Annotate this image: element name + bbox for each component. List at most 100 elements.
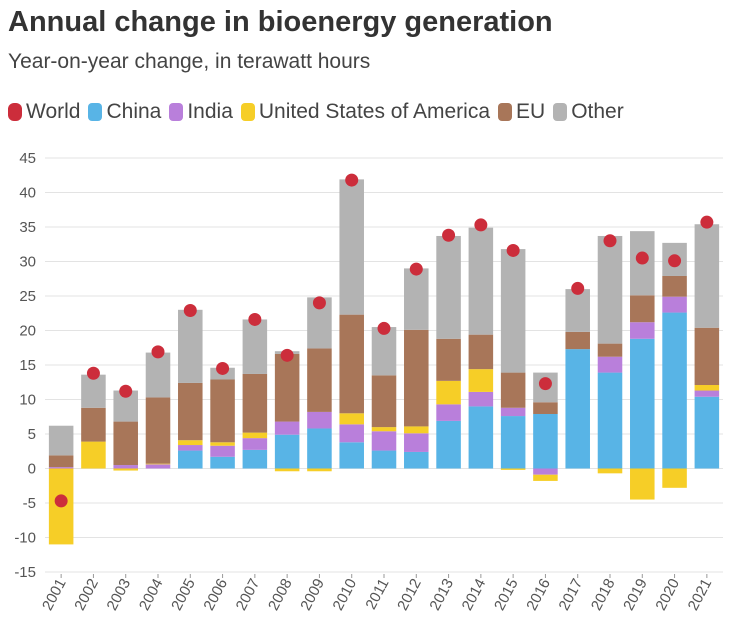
bar-segment-eu	[48, 455, 74, 468]
x-tick-label: 2008	[265, 576, 296, 613]
bar-segment-india	[48, 467, 74, 469]
x-tick-label: 2016	[523, 576, 554, 613]
bar-segment-india	[694, 390, 720, 397]
world-point	[183, 303, 197, 317]
bar-segment-eu	[339, 314, 364, 414]
bar-segment-china	[468, 406, 494, 469]
y-tick-label: 15	[19, 357, 36, 374]
bar-segment-eu	[404, 329, 429, 427]
bar-segment-other	[436, 235, 461, 339]
bar-segment-eu	[565, 331, 590, 350]
legend-item-other: Other	[553, 100, 624, 124]
bar-segment-united-states-of-america	[307, 468, 332, 472]
bar-segment-united-states-of-america	[662, 468, 687, 488]
x-tick-label: 2012	[394, 576, 425, 613]
bar-segment-china	[371, 450, 397, 469]
bar-segment-eu	[630, 295, 655, 323]
bar-segment-other	[404, 268, 429, 330]
x-tick-label: 2004	[136, 576, 167, 613]
bar-segment-china	[533, 413, 558, 469]
chart-subtitle: Year-on-year change, in terawatt hours	[8, 50, 371, 73]
legend-item-china: China	[88, 100, 161, 124]
bar-segment-china	[436, 420, 461, 469]
bar-segment-india	[371, 431, 397, 451]
x-tick-label: 2013	[426, 576, 457, 613]
y-tick-label: 45	[19, 150, 36, 167]
world-point	[506, 243, 520, 257]
bar-segment-other	[145, 352, 171, 398]
y-tick-label: 0	[28, 461, 36, 478]
world-point	[377, 321, 391, 335]
legend-label-other: Other	[571, 100, 624, 123]
x-tick-label: 2007	[233, 576, 264, 613]
world-point	[312, 296, 326, 310]
bar-segment-india	[597, 356, 623, 373]
x-tick-label: 2005	[168, 576, 199, 613]
bar-segment-india	[145, 464, 171, 469]
legend-swatch-eu	[498, 103, 513, 121]
world-point	[442, 228, 456, 242]
bar-segment-china	[274, 434, 300, 469]
bar-segment-other	[597, 235, 623, 344]
bar-segment-india	[178, 445, 203, 451]
bar-segment-india	[533, 468, 558, 475]
bar-segment-other	[81, 374, 106, 408]
legend-item-usa: United States of America	[240, 100, 491, 124]
bar-segment-united-states-of-america	[242, 432, 268, 439]
world-point	[86, 366, 100, 380]
legend-label-usa: United States of America	[258, 100, 491, 123]
bar-segment-china	[694, 396, 720, 469]
y-tick-label: 25	[19, 288, 36, 305]
bar-segment-india	[274, 421, 300, 435]
legend-swatch-other	[553, 103, 568, 121]
bar-segment-india	[339, 424, 364, 443]
bar-segment-eu	[694, 327, 720, 386]
bar-segment-china	[242, 449, 268, 469]
bar-segment-india	[307, 411, 332, 429]
bar-segment-eu	[307, 348, 332, 412]
bar-segment-india	[500, 407, 526, 417]
world-point	[700, 215, 714, 229]
bar-segment-united-states-of-america	[81, 441, 106, 469]
bar-segment-other	[694, 224, 720, 328]
x-tick-label: 2015	[491, 576, 522, 613]
bar-segment-other	[468, 227, 494, 335]
bar-segment-eu	[468, 334, 494, 370]
bar-segment-china	[404, 451, 429, 469]
bar-segment-united-states-of-america	[113, 468, 138, 471]
world-point	[409, 262, 423, 276]
y-tick-label: 40	[19, 185, 36, 202]
bar-segment-india	[662, 296, 687, 313]
world-point	[345, 173, 359, 187]
x-tick-label: 2021	[685, 576, 716, 613]
y-tick-label: 10	[19, 392, 36, 409]
bar-segment-china	[339, 442, 364, 469]
bar-segment-other	[178, 309, 203, 383]
bar-segment-eu	[178, 382, 203, 441]
bar-segment-other	[339, 179, 364, 315]
bar-segment-eu	[242, 373, 268, 433]
x-tick-label: 2011	[362, 576, 392, 612]
bar-segment-eu	[210, 379, 235, 443]
legend-label-world: World	[26, 100, 81, 123]
bar-segment-united-states-of-america	[630, 468, 655, 500]
bar-segment-india	[242, 438, 268, 450]
y-tick-label: -15	[14, 564, 36, 581]
bar-segment-united-states-of-america	[694, 385, 720, 391]
y-tick-label: 20	[19, 323, 36, 340]
bar-segment-india	[630, 322, 655, 339]
bar-segment-china	[500, 416, 526, 469]
chart-title: Annual change in bioenergy generation	[8, 6, 553, 38]
bar-segment-other	[500, 249, 526, 373]
legend-label-china: China	[106, 100, 162, 123]
bar-segment-india	[468, 391, 494, 407]
bar-segment-china	[597, 372, 623, 469]
world-point	[635, 251, 649, 265]
legend-item-eu: EU	[498, 100, 545, 124]
bar-segment-china	[565, 349, 590, 469]
bar-segment-india	[113, 465, 138, 469]
bar-segment-united-states-of-america	[210, 442, 235, 446]
world-point	[668, 254, 682, 268]
bar-segment-united-states-of-america	[500, 468, 526, 470]
